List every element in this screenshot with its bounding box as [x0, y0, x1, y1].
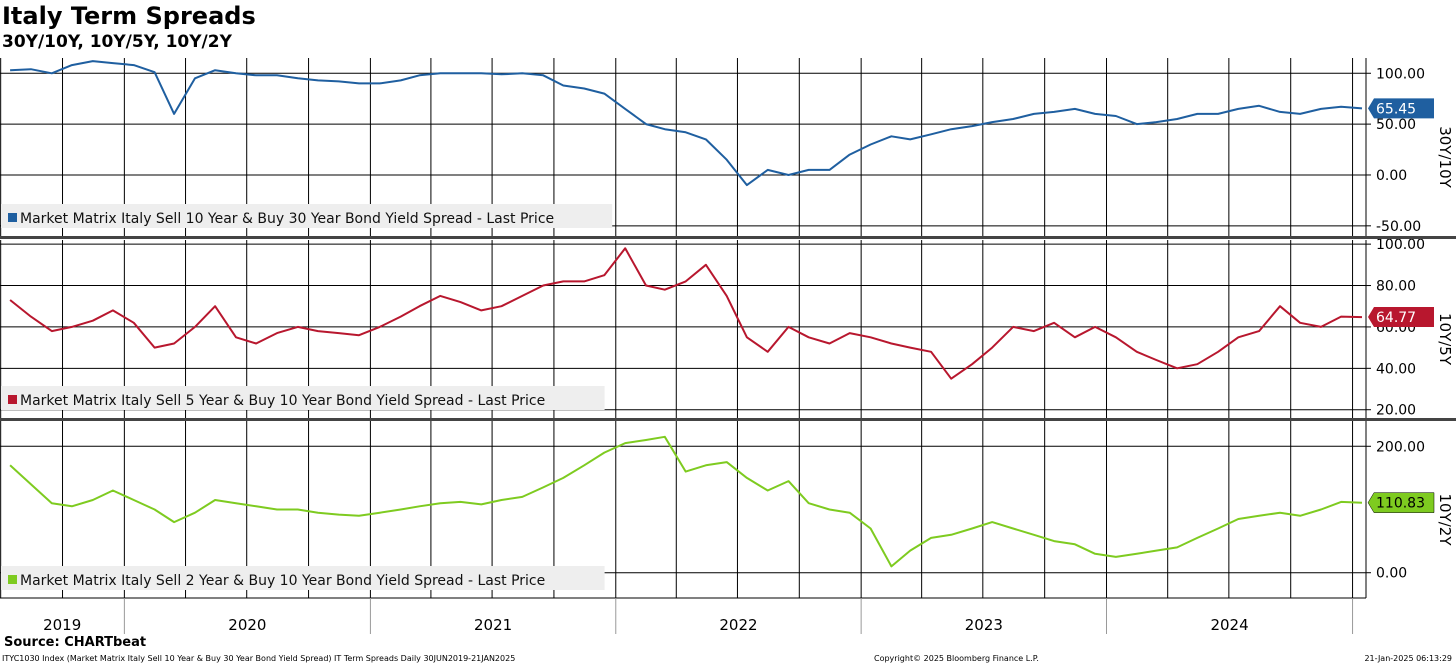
series-line: [9, 435, 1363, 568]
panel-side-label: 30Y/10Y: [1436, 126, 1454, 188]
last-value-badge: 110.83: [1367, 492, 1435, 513]
chart-title: Italy Term Spreads: [2, 2, 256, 30]
panel-10y-2y: 200.00 0.00 110.83 Market Matrix Italy Sell…: [0, 421, 1454, 598]
y-tick-label: 0.00: [1376, 566, 1407, 582]
last-value-text: 110.83: [1376, 496, 1425, 512]
source-note: Source: CHARTbeat: [4, 635, 147, 650]
panel-side-label: 10Y/5Y: [1436, 313, 1454, 366]
last-value-text: 64.77: [1376, 310, 1416, 326]
legend-label: Market Matrix Italy Sell 2 Year & Buy 10…: [20, 573, 545, 589]
x-year-label: 2022: [719, 616, 757, 634]
footer-description: ITYC1030 Index (Market Matrix Italy Sell…: [2, 654, 516, 663]
x-year-label: 2021: [474, 616, 512, 634]
y-tick-label: 100.00: [1376, 237, 1425, 253]
x-axis: 2019 2020 2021 2022 2023 2024: [43, 598, 1354, 634]
y-tick-label: 20.00: [1376, 403, 1416, 419]
panel-30y-10y: 100.00 50.00 0.00 -50.00 65.45 Market Matrix …: [0, 58, 1454, 236]
legend-label: Market Matrix Italy Sell 5 Year & Buy 10…: [20, 393, 545, 409]
legend: Market Matrix Italy Sell 2 Year & Buy 10…: [1, 566, 605, 590]
x-year-label: 2019: [43, 616, 81, 634]
last-value-text: 65.45: [1376, 101, 1416, 117]
x-year-label: 2024: [1210, 616, 1248, 634]
y-tick-label: 200.00: [1376, 439, 1425, 455]
y-tick-label: 80.00: [1376, 279, 1416, 295]
y-tick-label: 40.00: [1376, 361, 1416, 377]
legend: Market Matrix Italy Sell 10 Year & Buy 3…: [1, 204, 613, 228]
chart-subtitle: 30Y/10Y, 10Y/5Y, 10Y/2Y: [2, 32, 232, 52]
legend: Market Matrix Italy Sell 5 Year & Buy 10…: [1, 386, 605, 410]
series-line: [9, 247, 1363, 380]
legend-swatch: [8, 575, 17, 584]
footer-copyright: Copyright© 2025 Bloomberg Finance L.P.: [874, 654, 1039, 663]
chart-panels: 100.00 50.00 0.00 -50.00 65.45 Market Matrix …: [0, 58, 1456, 599]
legend-swatch: [8, 213, 17, 222]
x-year-label: 2023: [965, 616, 1003, 634]
y-tick-label: 50.00: [1376, 117, 1416, 133]
y-tick-label: 100.00: [1376, 66, 1425, 82]
panel-side-label: 10Y/2Y: [1436, 493, 1454, 546]
series-line: [10, 60, 1363, 187]
y-tick-label: -50.00: [1376, 219, 1421, 235]
last-value-badge: 65.45: [1368, 98, 1434, 119]
legend-swatch: [8, 395, 17, 404]
y-tick-label: 0.00: [1376, 168, 1407, 184]
footer-timestamp: 21-Jan-2025 06:13:29: [1364, 654, 1452, 663]
last-value-badge: 64.77: [1368, 307, 1434, 328]
x-year-label: 2020: [228, 616, 266, 634]
legend-label: Market Matrix Italy Sell 10 Year & Buy 3…: [20, 211, 554, 227]
